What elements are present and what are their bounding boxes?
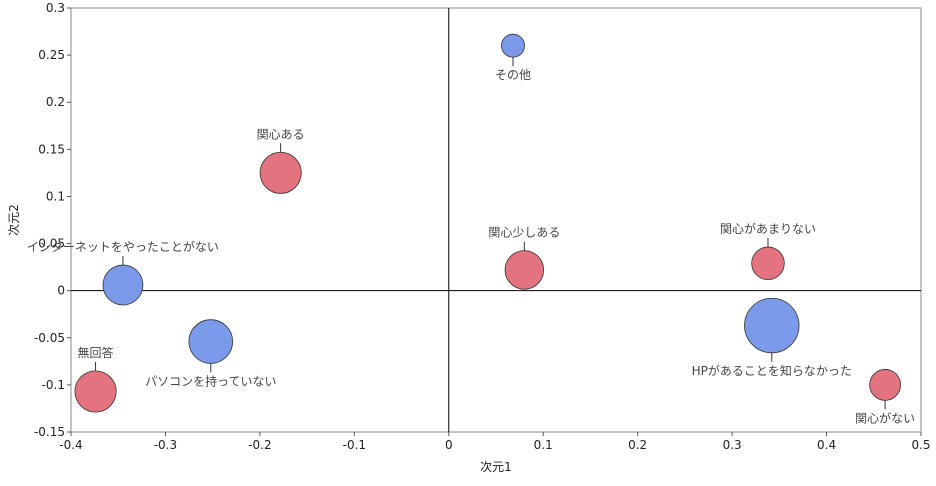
bubble-point bbox=[188, 319, 234, 364]
y-tick-label: 0 bbox=[57, 284, 65, 298]
x-tick-label: -0.2 bbox=[248, 438, 271, 452]
x-axis-title: 次元1 bbox=[480, 460, 512, 474]
zero-reference-lines bbox=[71, 8, 921, 432]
y-tick-label: 0.3 bbox=[46, 1, 65, 15]
bubble-label: 無回答 bbox=[78, 345, 114, 360]
bubble-point bbox=[869, 369, 901, 401]
bubble-point bbox=[751, 246, 785, 281]
x-tick-label: 0.1 bbox=[534, 438, 553, 452]
x-axis-ticks: -0.4 -0.3 -0.2 -0.1 0 0.1 0.2 0.3 0.4 0.5 bbox=[59, 432, 931, 452]
x-tick-label: 0 bbox=[445, 438, 453, 452]
bubble-point bbox=[744, 297, 800, 354]
x-tick-label: 0.4 bbox=[817, 438, 836, 452]
bubble-point bbox=[74, 370, 117, 413]
bubble-label: 関心ある bbox=[257, 127, 305, 141]
x-tick-label: 0.5 bbox=[911, 438, 930, 452]
y-tick-label: -0.1 bbox=[42, 378, 65, 392]
bubble-label: 関心があまりない bbox=[720, 221, 816, 236]
y-tick-label: -0.15 bbox=[34, 425, 65, 439]
x-tick-label: -0.4 bbox=[59, 438, 82, 452]
bubble-label: 関心少しある bbox=[488, 226, 560, 240]
y-tick-label: 0.05 bbox=[38, 237, 65, 251]
y-tick-label: 0.25 bbox=[38, 48, 65, 62]
y-axis-ticks: 0.3 0.25 0.2 0.15 0.1 0.05 0 -0.05 -0.1 -0.15 bbox=[34, 1, 71, 439]
bubble-point bbox=[259, 151, 302, 194]
x-tick-label: -0.3 bbox=[154, 438, 177, 452]
plot-frame bbox=[70, 7, 922, 433]
x-tick-label: 0.3 bbox=[723, 438, 742, 452]
bubble-point bbox=[102, 264, 144, 306]
bubble-label: HPがあることを知らなかった bbox=[692, 363, 852, 378]
y-tick-label: 0.15 bbox=[38, 142, 65, 156]
bubble-point bbox=[504, 250, 545, 290]
y-tick-label: 0.2 bbox=[46, 95, 65, 109]
x-tick-label: -0.1 bbox=[343, 438, 366, 452]
bubble-label: 関心がない bbox=[855, 410, 915, 425]
bubble-label: インターネットをやったことがない bbox=[27, 239, 219, 254]
y-tick-label: -0.05 bbox=[34, 331, 65, 345]
x-tick-label: 0.2 bbox=[628, 438, 647, 452]
bubbles bbox=[74, 33, 901, 413]
bubble-label: パソコンを持っていない bbox=[145, 373, 276, 388]
bubble-label: その他 bbox=[495, 68, 531, 82]
y-axis-title: 次元2 bbox=[7, 204, 21, 236]
bubble-point bbox=[501, 33, 525, 58]
y-tick-label: 0.1 bbox=[46, 189, 65, 203]
